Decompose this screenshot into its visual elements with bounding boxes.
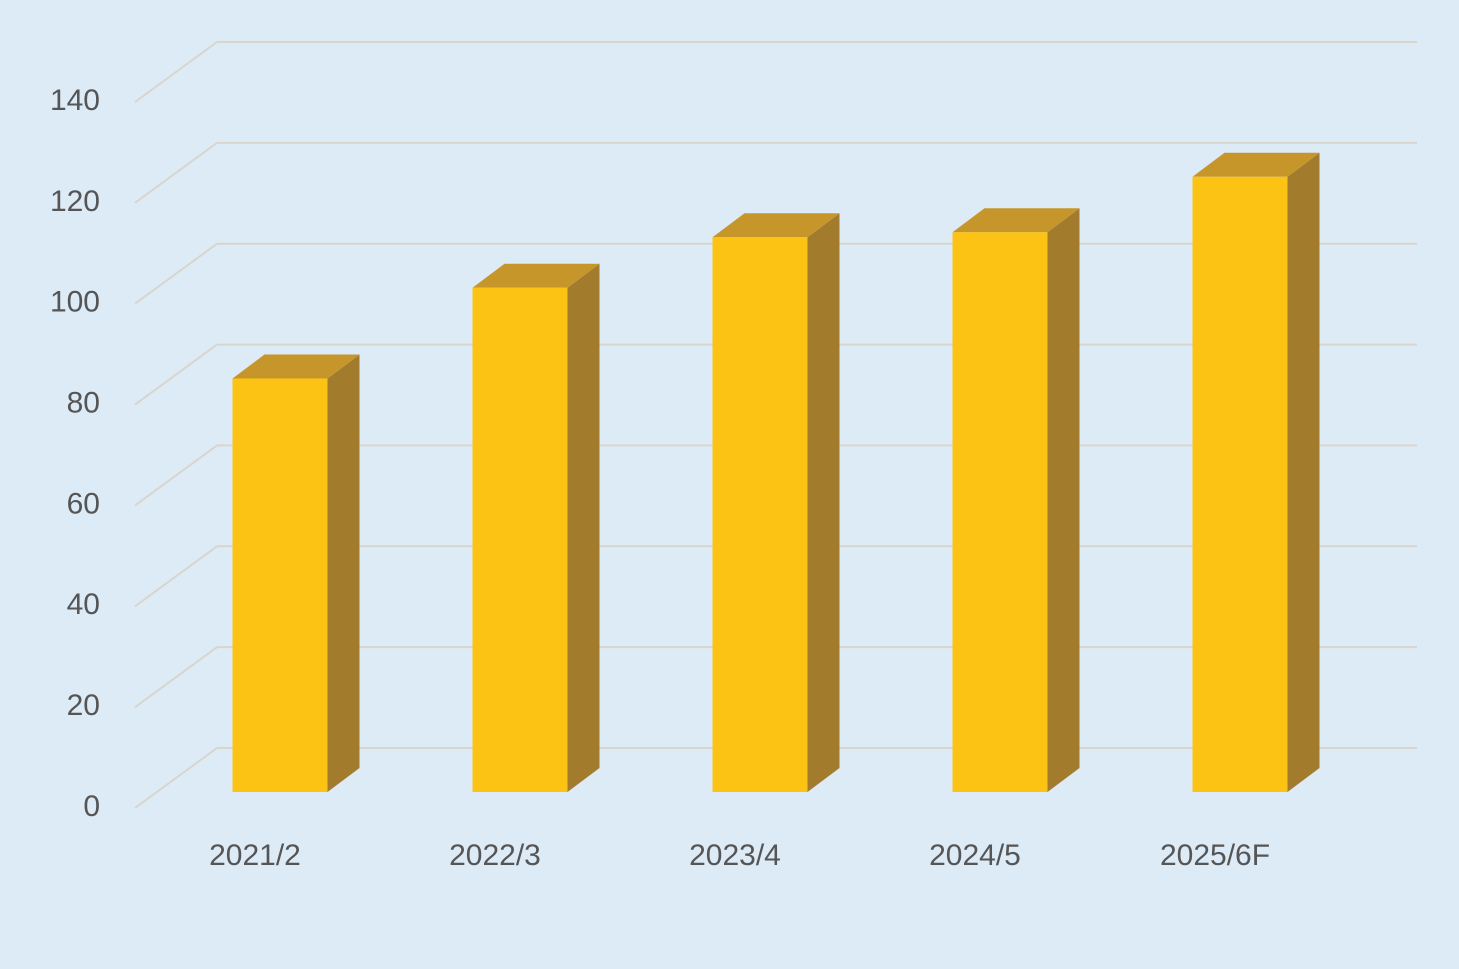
bar-top <box>712 213 840 238</box>
x-tick-label: 2022/3 <box>449 839 541 872</box>
grid-line-side <box>134 545 218 608</box>
bar-top <box>232 354 360 379</box>
bar-side <box>327 354 360 792</box>
grid-line-side <box>134 747 218 809</box>
grid-line-side <box>134 444 218 507</box>
bar <box>472 287 568 792</box>
bar-top <box>1192 152 1320 177</box>
grid-line-side <box>134 646 218 708</box>
bar <box>232 378 328 792</box>
y-tick-label: 40 <box>67 588 100 621</box>
y-tick-label: 80 <box>67 386 100 419</box>
x-tick-label: 2025/6F <box>1160 839 1270 872</box>
bar-side <box>567 263 600 792</box>
grid-line-side <box>134 343 218 406</box>
bar-side <box>1287 152 1320 792</box>
x-tick-label: 2024/5 <box>929 839 1021 872</box>
bar <box>952 232 1048 792</box>
bar <box>1192 176 1288 792</box>
x-tick-label: 2021/2 <box>209 839 301 872</box>
grid-line-side <box>134 142 218 204</box>
bar-side <box>807 213 840 793</box>
bar-top <box>472 263 600 288</box>
bar-top <box>952 208 1080 233</box>
grid-line-side <box>134 242 218 305</box>
bar <box>712 237 808 793</box>
bar-side <box>1047 208 1080 792</box>
y-tick-label: 0 <box>83 790 100 823</box>
y-tick-label: 60 <box>67 487 100 520</box>
grid-line-side <box>134 41 218 103</box>
y-tick-label: 20 <box>67 689 100 722</box>
y-tick-label: 100 <box>50 286 100 319</box>
y-tick-label: 120 <box>50 185 100 218</box>
y-tick-label: 140 <box>50 84 100 117</box>
x-tick-label: 2023/4 <box>689 839 781 872</box>
